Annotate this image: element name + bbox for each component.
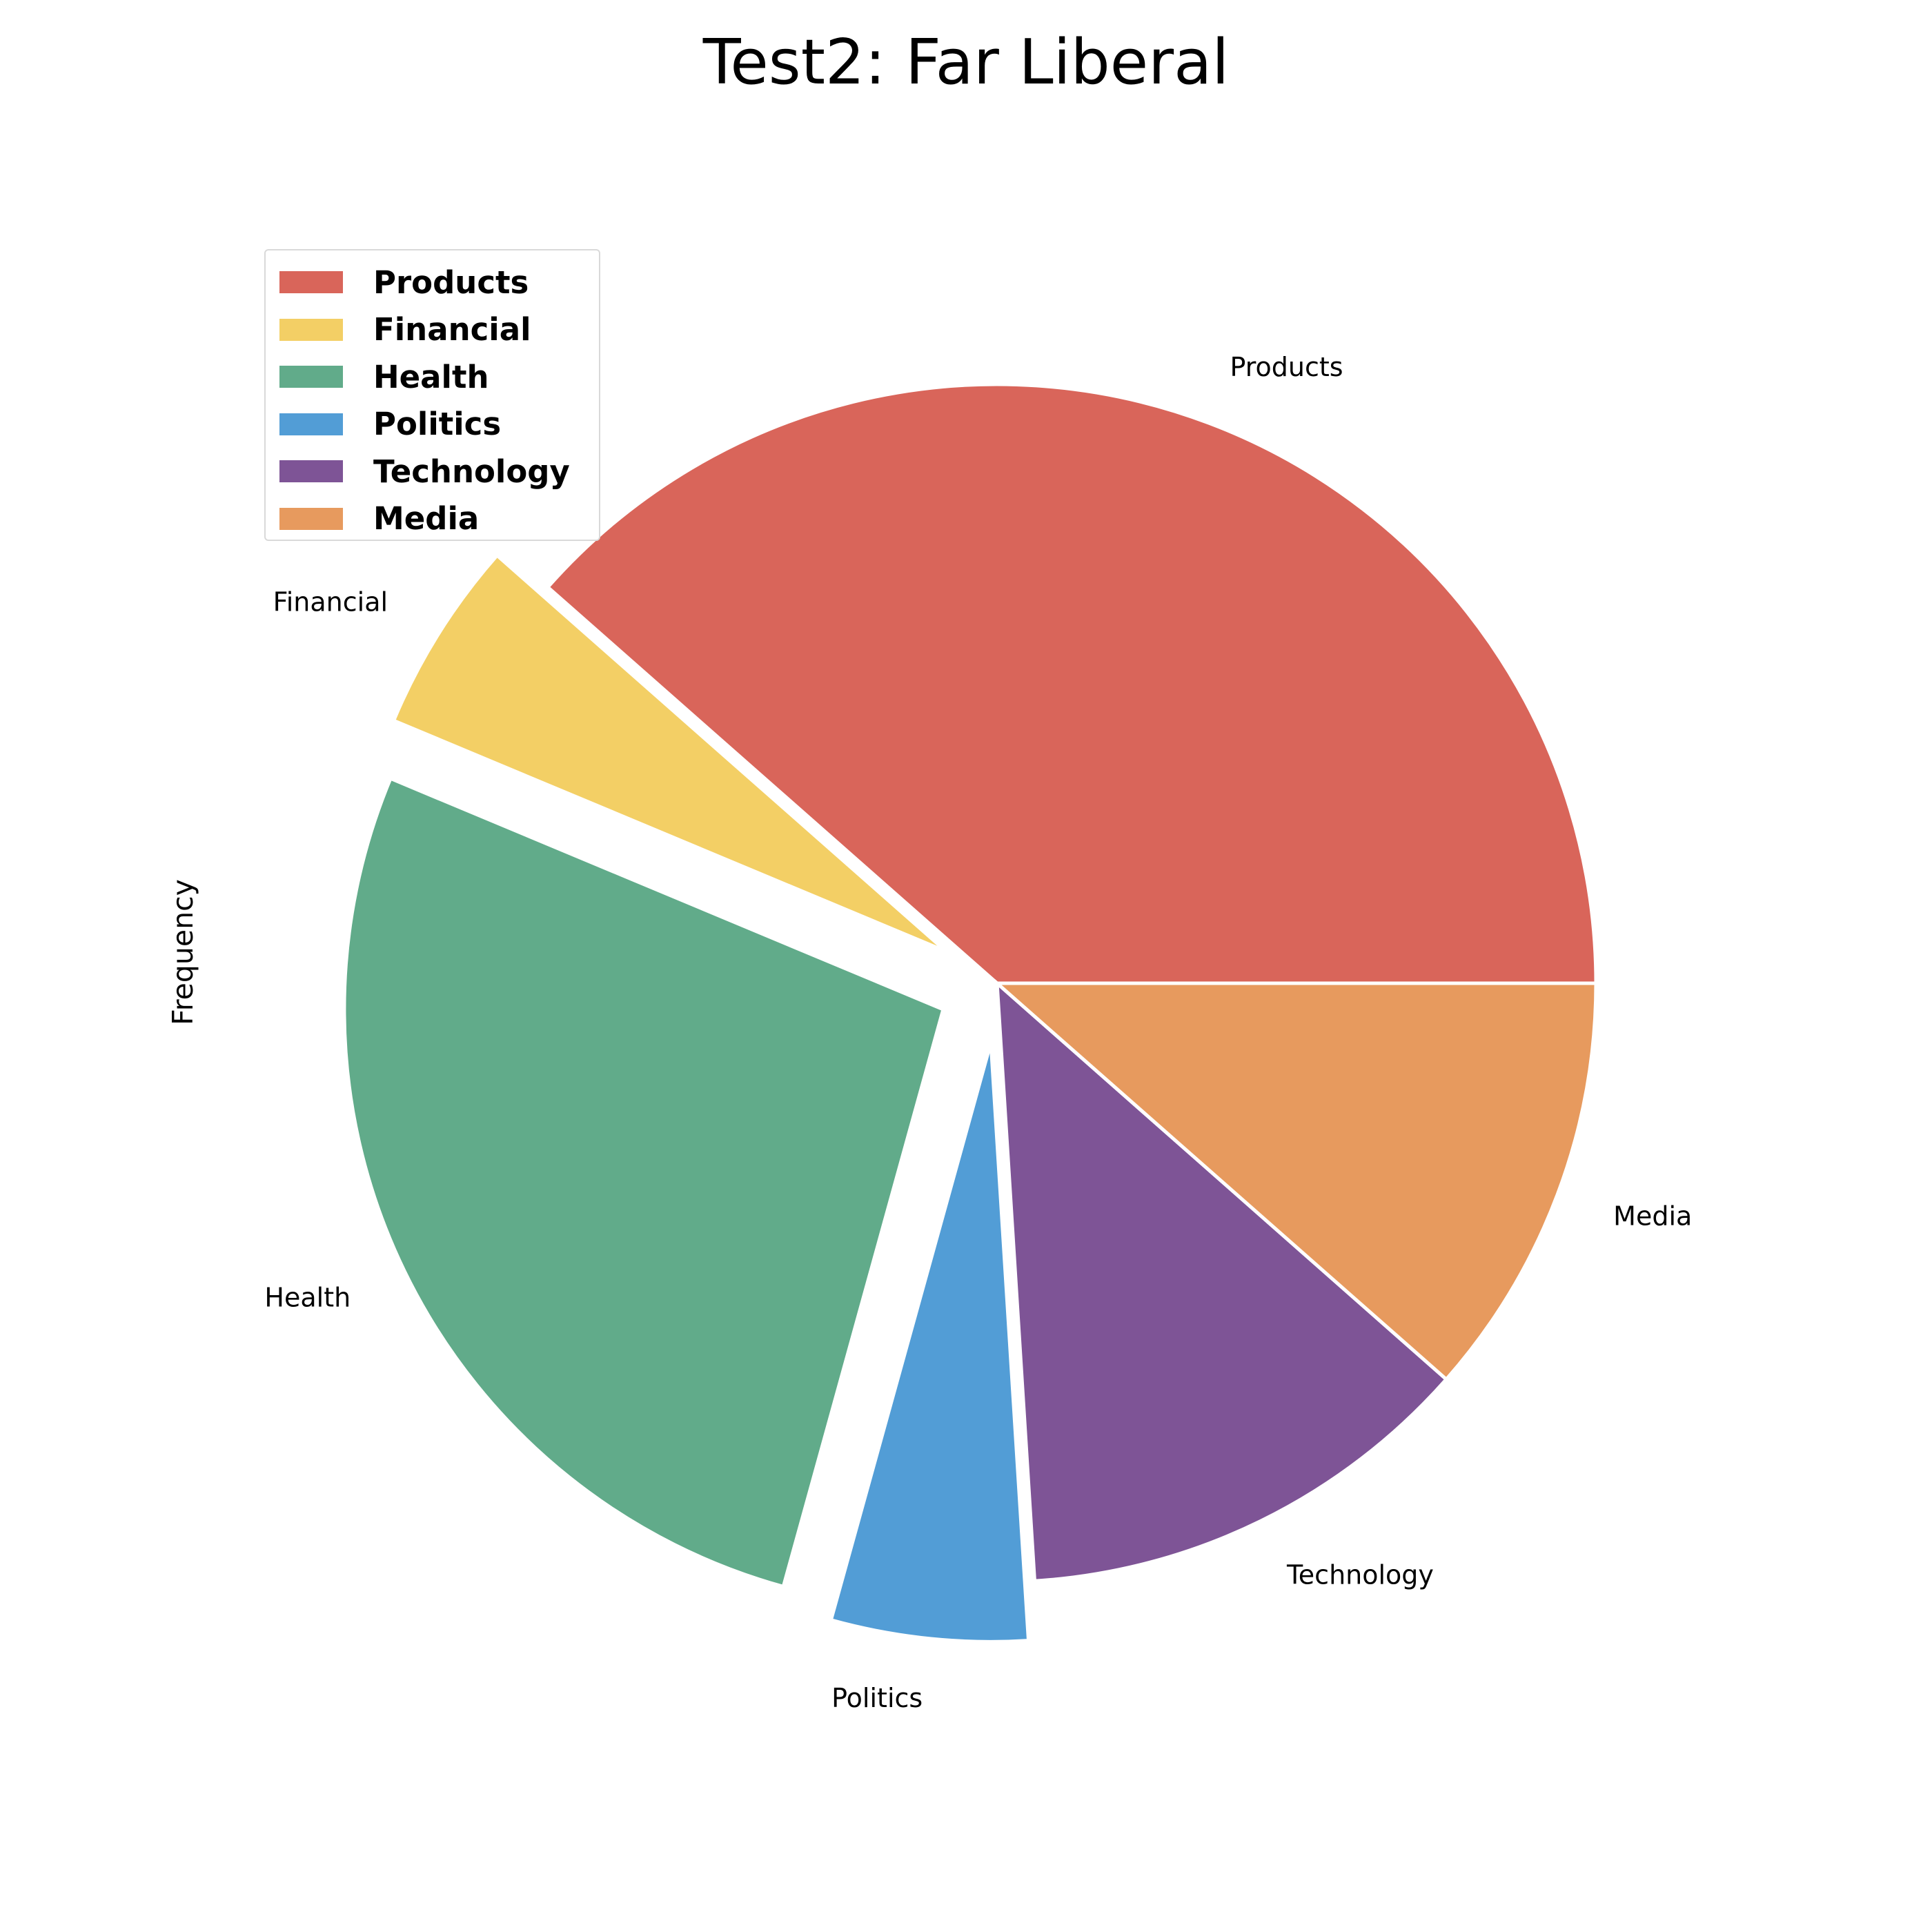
slice-label-politics: Politics (831, 1683, 923, 1713)
legend-swatch (279, 271, 343, 294)
legend-swatch (279, 413, 343, 435)
slice-label-media: Media (1613, 1201, 1692, 1231)
pie-slice-financial (391, 553, 948, 954)
legend-label: Financial (373, 311, 531, 348)
legend-swatch (279, 507, 343, 530)
legend-item-media: Media (279, 495, 599, 543)
pie-slice-technology (995, 979, 1449, 1583)
slice-label-technology: Technology (1286, 1559, 1434, 1590)
pie-slice-media (992, 981, 1598, 1382)
legend-label: Media (373, 500, 480, 538)
legend-item-products: Products (279, 259, 599, 306)
legend-swatch (279, 366, 343, 388)
legend-item-financial: Financial (279, 306, 599, 354)
chart-title: Test2: Far Liberal (702, 26, 1230, 99)
slice-label-products: Products (1230, 352, 1343, 382)
legend-label: Products (373, 264, 529, 301)
legend-item-technology: Technology (279, 448, 599, 495)
legend-item-politics: Politics (279, 401, 599, 448)
pie-slice-politics (829, 1042, 1031, 1644)
pie-slice-health (342, 776, 945, 1589)
slice-label-financial: Financial (273, 586, 388, 617)
legend-item-health: Health (279, 353, 599, 401)
chart-legend: Products Financial Health Politics Technolog… (264, 249, 600, 541)
legend-label: Health (373, 358, 489, 395)
slice-label-health: Health (264, 1282, 351, 1312)
legend-label: Technology (373, 453, 570, 490)
legend-label: Politics (373, 406, 502, 443)
legend-swatch (279, 460, 343, 483)
pie-slice-products (545, 382, 1598, 985)
legend-swatch (279, 318, 343, 341)
